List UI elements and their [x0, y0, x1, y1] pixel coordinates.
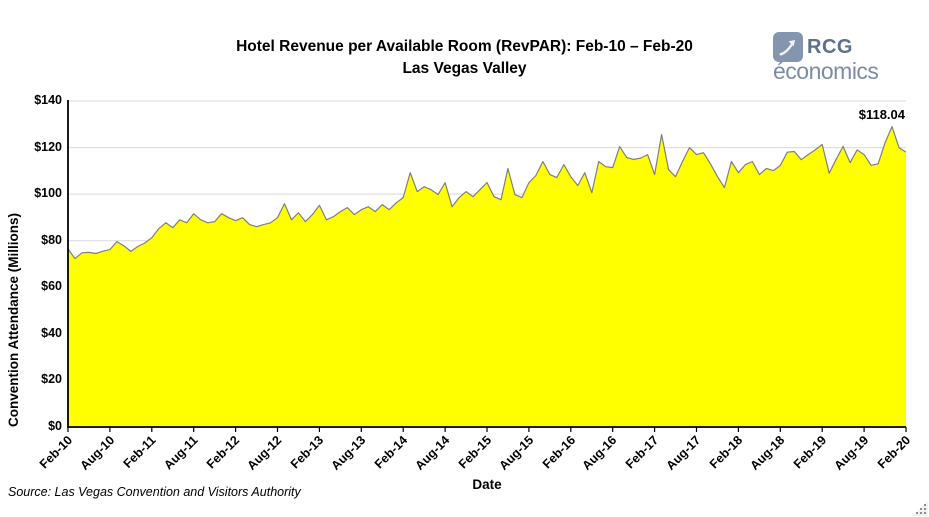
resize-grip[interactable] [913, 501, 928, 516]
y-axis-title: Convention Attendance (Millions) [6, 213, 21, 427]
y-axis-tick-label: $40 [41, 325, 62, 340]
source-note: Source: Las Vegas Convention and Visitor… [8, 485, 301, 499]
y-axis-tick-label: $0 [48, 419, 62, 433]
y-axis-tick-label: $140 [34, 93, 62, 107]
logo-text-economics: économics [773, 58, 879, 84]
x-axis-title: Date [472, 477, 502, 492]
y-axis-tick-label: $60 [41, 279, 62, 294]
chart-title-line1: Hotel Revenue per Available Room (RevPAR… [236, 38, 693, 55]
chart-title-line2: Las Vegas Valley [402, 60, 527, 77]
y-axis-tick-label: $100 [34, 186, 62, 201]
growth-arrow-icon [773, 32, 803, 62]
data-label-last-point: $118.04 [858, 107, 905, 122]
y-axis-tick-label: $120 [34, 139, 62, 154]
y-axis-tick-label: $80 [41, 232, 62, 247]
logo-text-rcg: RCG [807, 35, 853, 58]
y-axis-tick-label: $20 [41, 372, 62, 387]
rcg-economics-logo: RCG économics [773, 32, 907, 85]
chart-title: Hotel Revenue per Available Room (RevPAR… [0, 36, 929, 80]
